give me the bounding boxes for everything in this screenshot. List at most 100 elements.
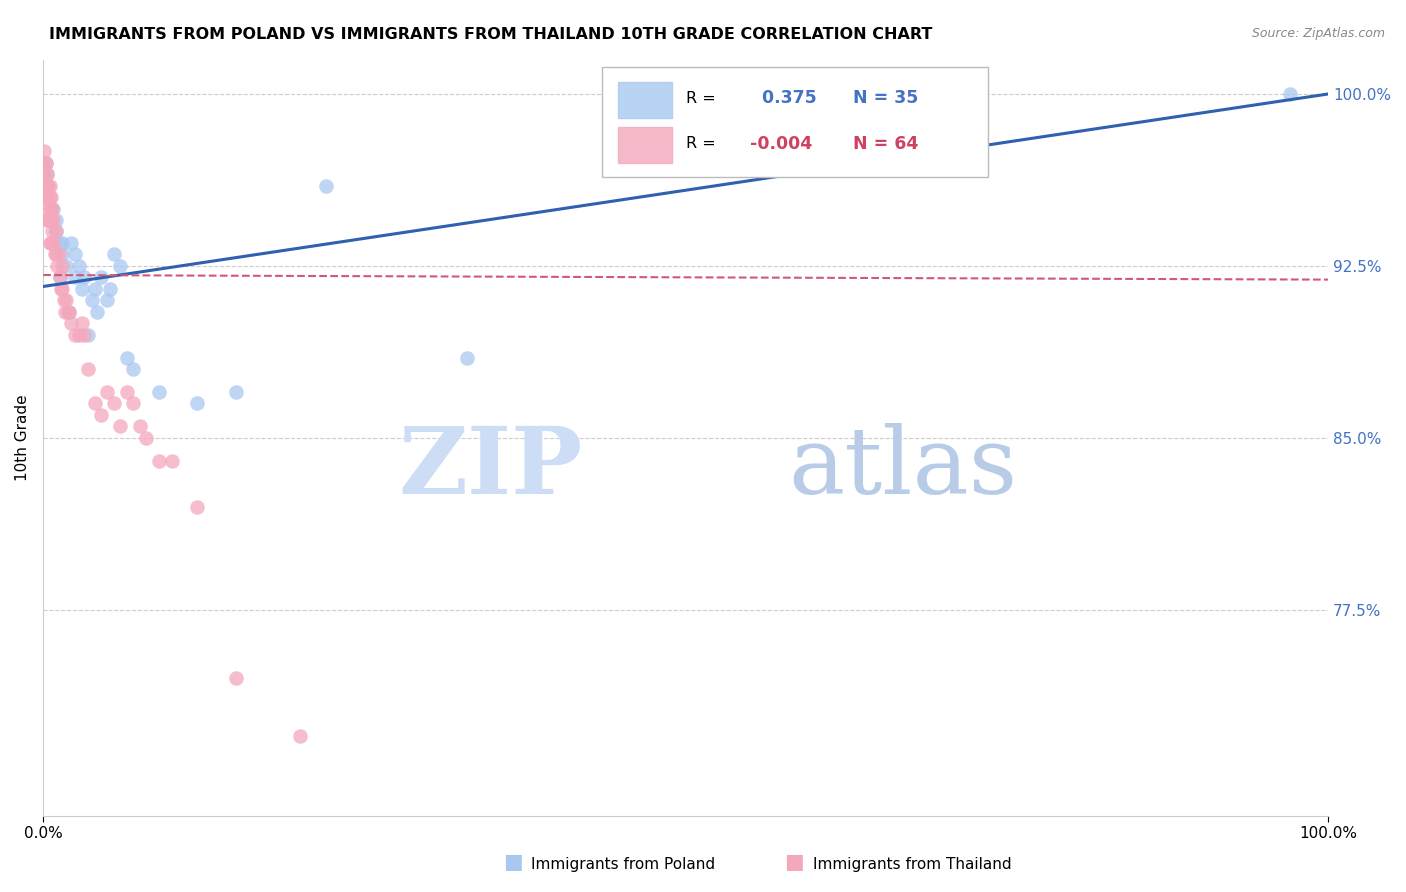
Point — [48, 247, 70, 261]
Point — [35, 155, 58, 169]
Point — [34, 190, 56, 204]
Point — [38, 213, 60, 227]
Point — [38, 235, 60, 250]
Point — [60, 235, 83, 250]
Point — [48, 235, 70, 250]
Point — [67, 327, 90, 342]
Point — [35, 178, 58, 193]
Text: Source: ZipAtlas.com: Source: ZipAtlas.com — [1251, 27, 1385, 40]
Point — [51, 282, 73, 296]
Point — [35, 178, 58, 193]
Text: -0.004: -0.004 — [749, 135, 813, 153]
Text: N = 35: N = 35 — [852, 89, 918, 107]
Point — [83, 396, 105, 410]
Point — [41, 202, 63, 216]
Point — [77, 362, 100, 376]
Point — [1278, 87, 1301, 101]
Text: ZIP: ZIP — [399, 423, 583, 513]
Point — [110, 419, 132, 434]
Point — [73, 327, 96, 342]
Point — [45, 225, 67, 239]
Point — [103, 396, 125, 410]
Point — [42, 202, 65, 216]
Y-axis label: 10th Grade: 10th Grade — [15, 394, 30, 481]
Point — [45, 225, 67, 239]
Point — [115, 351, 138, 365]
Text: ■: ■ — [503, 853, 523, 872]
FancyBboxPatch shape — [617, 127, 672, 163]
FancyBboxPatch shape — [602, 67, 987, 177]
Point — [38, 178, 60, 193]
Point — [186, 500, 208, 514]
Text: 0.375: 0.375 — [749, 89, 817, 107]
Point — [65, 247, 87, 261]
Point — [46, 259, 69, 273]
Point — [56, 304, 79, 318]
Point — [110, 259, 132, 273]
Point — [32, 178, 55, 193]
Point — [45, 247, 67, 261]
Point — [60, 316, 83, 330]
Point — [55, 259, 77, 273]
Text: R =: R = — [686, 91, 716, 105]
Point — [49, 270, 72, 285]
Point — [103, 247, 125, 261]
Point — [37, 213, 59, 227]
Point — [35, 167, 58, 181]
Point — [52, 293, 75, 308]
Point — [44, 247, 66, 261]
Point — [96, 293, 118, 308]
Point — [35, 213, 58, 227]
Point — [35, 155, 58, 169]
Point — [51, 282, 73, 296]
Point — [160, 453, 183, 467]
Point — [35, 190, 58, 204]
Text: IMMIGRANTS FROM POLAND VS IMMIGRANTS FROM THAILAND 10TH GRADE CORRELATION CHART: IMMIGRANTS FROM POLAND VS IMMIGRANTS FRO… — [49, 27, 932, 42]
Point — [41, 225, 63, 239]
Point — [58, 304, 80, 318]
Point — [39, 190, 62, 204]
Point — [34, 145, 56, 159]
Point — [148, 384, 170, 399]
Text: R =: R = — [686, 136, 716, 151]
Point — [34, 178, 56, 193]
Point — [73, 270, 96, 285]
Point — [67, 259, 90, 273]
Point — [135, 431, 157, 445]
Point — [32, 155, 55, 169]
Point — [35, 178, 58, 193]
Point — [186, 396, 208, 410]
Point — [98, 282, 121, 296]
Point — [86, 304, 108, 318]
Point — [34, 167, 56, 181]
Point — [49, 270, 72, 285]
Point — [148, 453, 170, 467]
Point — [39, 213, 62, 227]
Point — [83, 282, 105, 296]
Text: ■: ■ — [785, 853, 804, 872]
FancyBboxPatch shape — [617, 81, 672, 118]
Point — [35, 167, 58, 181]
Point — [37, 178, 59, 193]
Point — [122, 396, 145, 410]
Point — [315, 178, 337, 193]
Point — [51, 259, 73, 273]
Point — [51, 247, 73, 261]
Point — [37, 190, 59, 204]
Point — [290, 729, 312, 743]
Point — [122, 362, 145, 376]
Point — [115, 384, 138, 399]
Point — [38, 190, 60, 204]
Point — [39, 202, 62, 216]
Point — [65, 327, 87, 342]
Point — [65, 270, 87, 285]
Point — [58, 304, 80, 318]
Point — [42, 213, 65, 227]
Text: Immigrants from Thailand: Immigrants from Thailand — [813, 857, 1011, 872]
Point — [35, 202, 58, 216]
Point — [70, 282, 93, 296]
Point — [225, 384, 247, 399]
Point — [55, 293, 77, 308]
Point — [53, 304, 76, 318]
Text: atlas: atlas — [789, 423, 1018, 513]
